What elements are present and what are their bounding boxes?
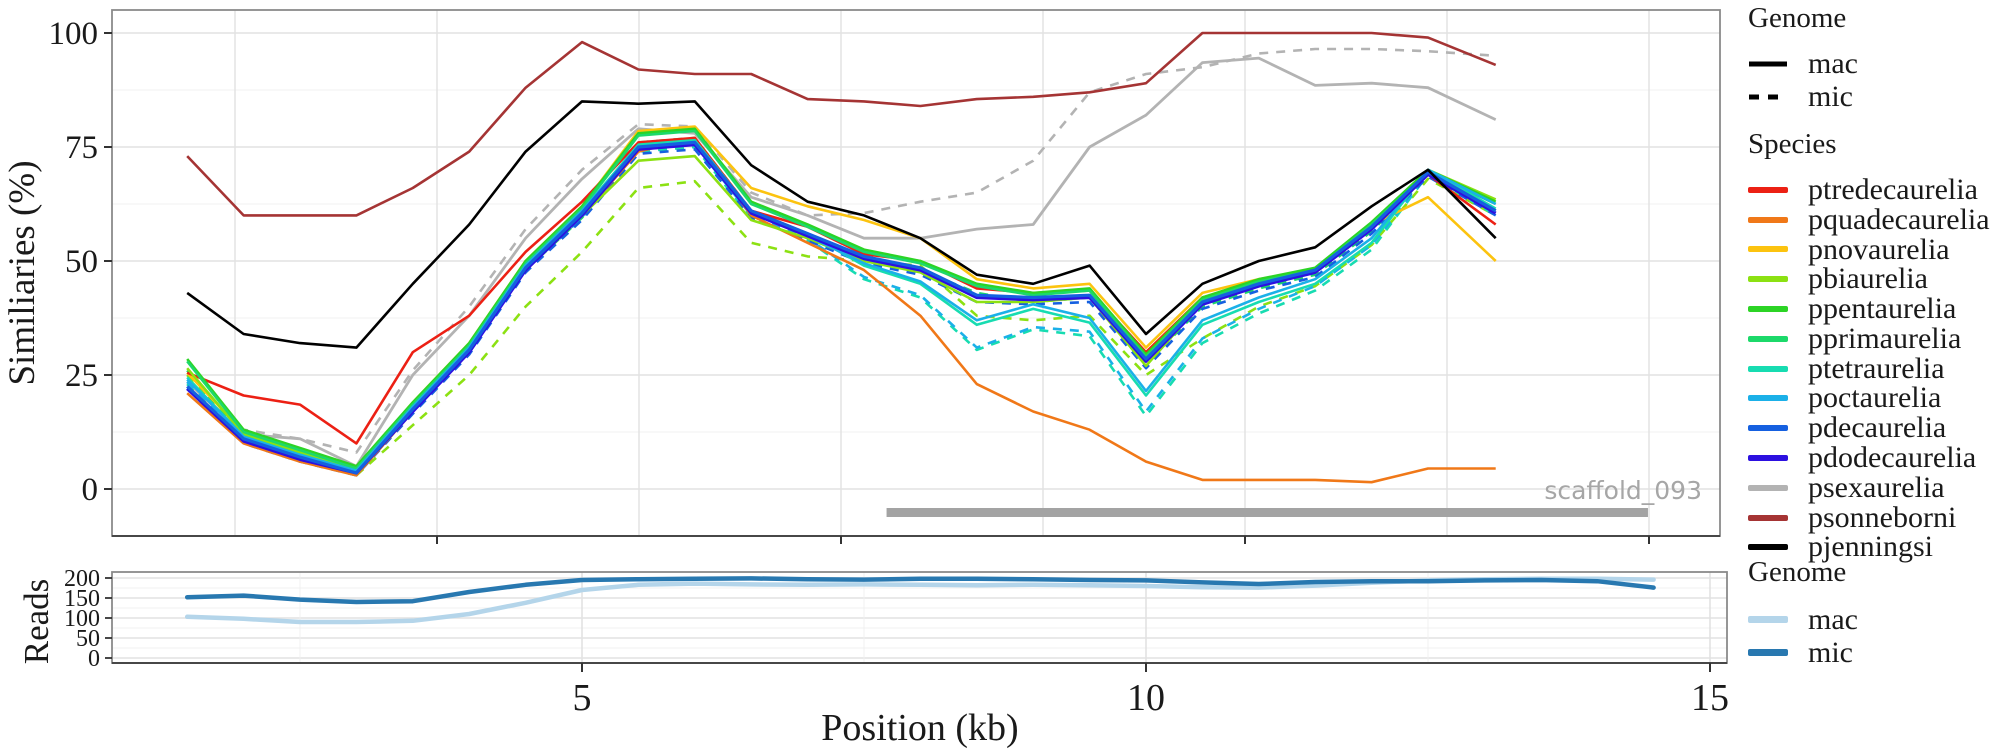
reads-y-tick-label: 50 [76, 626, 100, 652]
legend-label: pquadecaurelia [1808, 202, 1990, 236]
legend-label: pdecaurelia [1808, 411, 1947, 445]
legend-genome-linestyle: Genome mac mic [1748, 2, 1858, 113]
legend-label: mac [1808, 46, 1858, 80]
line-ptetraurelia-mic [186, 145, 1497, 475]
legend-item-species-psonneborni: psonneborni [1748, 500, 1990, 534]
legend-item-species-pdodecaurelia: pdodecaurelia [1748, 441, 1990, 475]
color-swatch [1748, 186, 1788, 193]
legend-species: Species ptredecaurelia pquadecaurelia pnov… [1748, 128, 1990, 564]
legend-title: Genome [1748, 556, 1847, 588]
legend-label: mic [1808, 635, 1853, 669]
color-swatch [1748, 455, 1788, 462]
legend-item-species-poctaurelia: poctaurelia [1748, 381, 1990, 415]
line-pjenningsi-mac [186, 100, 1497, 349]
legend-label: ppentaurelia [1808, 292, 1957, 326]
color-swatch [1748, 395, 1788, 402]
reads-y-tick-label: 0 [88, 646, 100, 672]
y-tick-label: 50 [65, 244, 98, 280]
legend-label: mic [1808, 79, 1853, 113]
reads-line-mic [184, 576, 1656, 605]
x-tick-label: 15 [1691, 677, 1729, 719]
legend-item-genome-mac: mac [1748, 47, 1858, 80]
legend-item-reads-mac: mac [1748, 603, 1858, 636]
color-swatch [1748, 649, 1788, 656]
color-swatch [1748, 276, 1788, 283]
legend-item-species-ptetraurelia: ptetraurelia [1748, 351, 1990, 385]
legend-item-genome-mic: mic [1748, 80, 1858, 113]
line-psexaurelia-mac [186, 56, 1497, 468]
reads-y-tick-label: 200 [64, 566, 100, 592]
x-tick-label: 10 [1127, 677, 1165, 719]
line-ppentaurelia-mac [186, 127, 1497, 468]
legend-title: Genome [1748, 2, 1847, 34]
legend-item-species-psexaurelia: psexaurelia [1748, 470, 1990, 504]
legend-item-species-ptredecaurelia: ptredecaurelia [1748, 172, 1990, 206]
position-axis-title: Position (kb) [821, 707, 1018, 749]
line-pdecaurelia-mac [186, 140, 1497, 475]
legend-item-reads-mic: mic [1748, 636, 1858, 669]
legend-genome-reads: Genome mac mic [1748, 556, 1858, 669]
color-swatch [1748, 246, 1788, 253]
legend-item-species-pdecaurelia: pdecaurelia [1748, 411, 1990, 445]
line-pdecaurelia-mic [186, 148, 1497, 477]
panel-background [112, 10, 1720, 536]
color-swatch [1748, 484, 1788, 491]
legend-item-species-ppentaurelia: ppentaurelia [1748, 292, 1990, 326]
x-tick-label: 5 [573, 677, 592, 719]
solid-line-swatch [1748, 60, 1788, 68]
legend-label: psonneborni [1808, 500, 1957, 534]
legend-item-species-pjenningsi: pjenningsi [1748, 530, 1990, 564]
legend-title: Species [1748, 128, 1837, 160]
legend-item-species-pbiaurelia: pbiaurelia [1748, 262, 1990, 296]
color-swatch [1748, 425, 1788, 432]
y-tick-label: 0 [82, 472, 99, 508]
legend-label: pprimaurelia [1808, 321, 1962, 355]
color-swatch [1748, 216, 1788, 223]
legend-label: ptredecaurelia [1808, 172, 1978, 206]
dashed-line-swatch [1748, 93, 1788, 101]
legend-label: psexaurelia [1808, 470, 1945, 504]
legend-label: ptetraurelia [1808, 351, 1945, 385]
y-tick-label: 75 [65, 130, 98, 166]
legend-item-species-pprimaurelia: pprimaurelia [1748, 321, 1990, 355]
y-tick-label: 100 [49, 16, 99, 52]
legend-label: pjenningsi [1808, 530, 1933, 564]
legend-label: poctaurelia [1808, 381, 1942, 415]
color-swatch [1748, 306, 1788, 313]
color-swatch [1748, 514, 1788, 521]
legend-label: pdodecaurelia [1808, 441, 1977, 475]
color-swatch [1748, 335, 1788, 342]
scaffold-label: scaffold_093 [1544, 476, 1702, 505]
legend-item-species-pnovaurelia: pnovaurelia [1748, 232, 1990, 266]
legend-label: pbiaurelia [1808, 262, 1928, 296]
scaffold-bar [886, 508, 1648, 517]
line-pprimaurelia-mac [186, 129, 1497, 470]
color-swatch [1748, 544, 1788, 551]
similarity-axis-title: Similiaries (%) [2, 160, 43, 385]
reads-y-tick-label: 150 [64, 586, 100, 612]
legend-label: mac [1808, 602, 1858, 636]
legend-label: pnovaurelia [1808, 232, 1950, 266]
y-tick-label: 25 [65, 358, 98, 394]
line-psonneborni-mac [186, 31, 1497, 217]
legend-item-species-pquadecaurelia: pquadecaurelia [1748, 202, 1990, 236]
reads-y-tick-label: 100 [64, 606, 100, 632]
color-swatch [1748, 365, 1788, 372]
color-swatch [1748, 616, 1788, 623]
reads-axis-title: Reads [17, 579, 56, 665]
